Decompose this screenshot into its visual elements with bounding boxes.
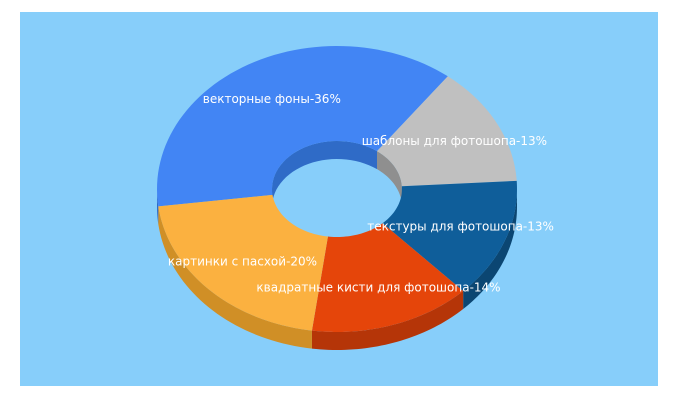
slice-label-2: текстуры для фотошопа-13% — [367, 219, 554, 233]
slice-0[interactable] — [157, 46, 448, 207]
slice-side-0-0 — [157, 189, 159, 225]
slice-label-3: квадратные кисти для фотошопа-14% — [256, 280, 500, 294]
slice-hole-wall-1-0 — [377, 151, 402, 205]
slice-side-4-0 — [158, 206, 312, 349]
slice-side-2-0 — [463, 189, 517, 309]
slice-hole-wall-0-0 — [272, 141, 378, 207]
slice-label-1: шаблоны для фотошопа-13% — [362, 134, 547, 148]
chart-panel: векторные фоны-36% шаблоны для фотошопа-1… — [20, 12, 658, 386]
slice-1[interactable] — [377, 76, 517, 187]
donut-chart: векторные фоны-36% шаблоны для фотошопа-1… — [20, 12, 658, 386]
slice-4[interactable] — [158, 194, 328, 331]
slice-label-4: картинки с пасхой-20% — [168, 255, 317, 269]
slice-side-3-0 — [311, 290, 464, 350]
slice-3[interactable] — [311, 223, 464, 332]
slice-label-0: векторные фоны-36% — [203, 92, 341, 106]
slice-2[interactable] — [382, 180, 517, 291]
